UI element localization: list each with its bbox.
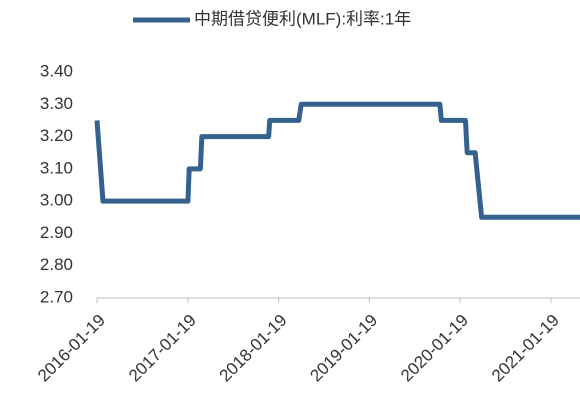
- y-tick-label: 2.70: [40, 287, 73, 306]
- y-tick-label: 3.00: [40, 191, 73, 210]
- x-tick-label: 2016-01-19: [34, 311, 109, 386]
- y-tick-label: 2.90: [40, 223, 73, 242]
- x-tick-label: 2018-01-19: [216, 311, 291, 386]
- y-tick-label: 3.30: [40, 94, 73, 113]
- x-tick-label: 2017-01-19: [125, 311, 200, 386]
- legend-label: 中期借贷便利(MLF):利率:1年: [194, 9, 411, 28]
- data-line: [94, 101, 580, 220]
- y-tick-label: 3.20: [40, 126, 73, 145]
- x-tick-label: 2021-01-19: [488, 311, 563, 386]
- x-tick-label: 2020-01-19: [397, 311, 472, 386]
- legend: 中期借贷便利(MLF):利率:1年: [133, 9, 411, 28]
- x-tick-label: 2019-01-19: [306, 311, 381, 386]
- y-tick-label: 3.40: [40, 61, 73, 80]
- y-tick-label: 2.80: [40, 255, 73, 274]
- y-tick-label: 3.10: [40, 158, 73, 177]
